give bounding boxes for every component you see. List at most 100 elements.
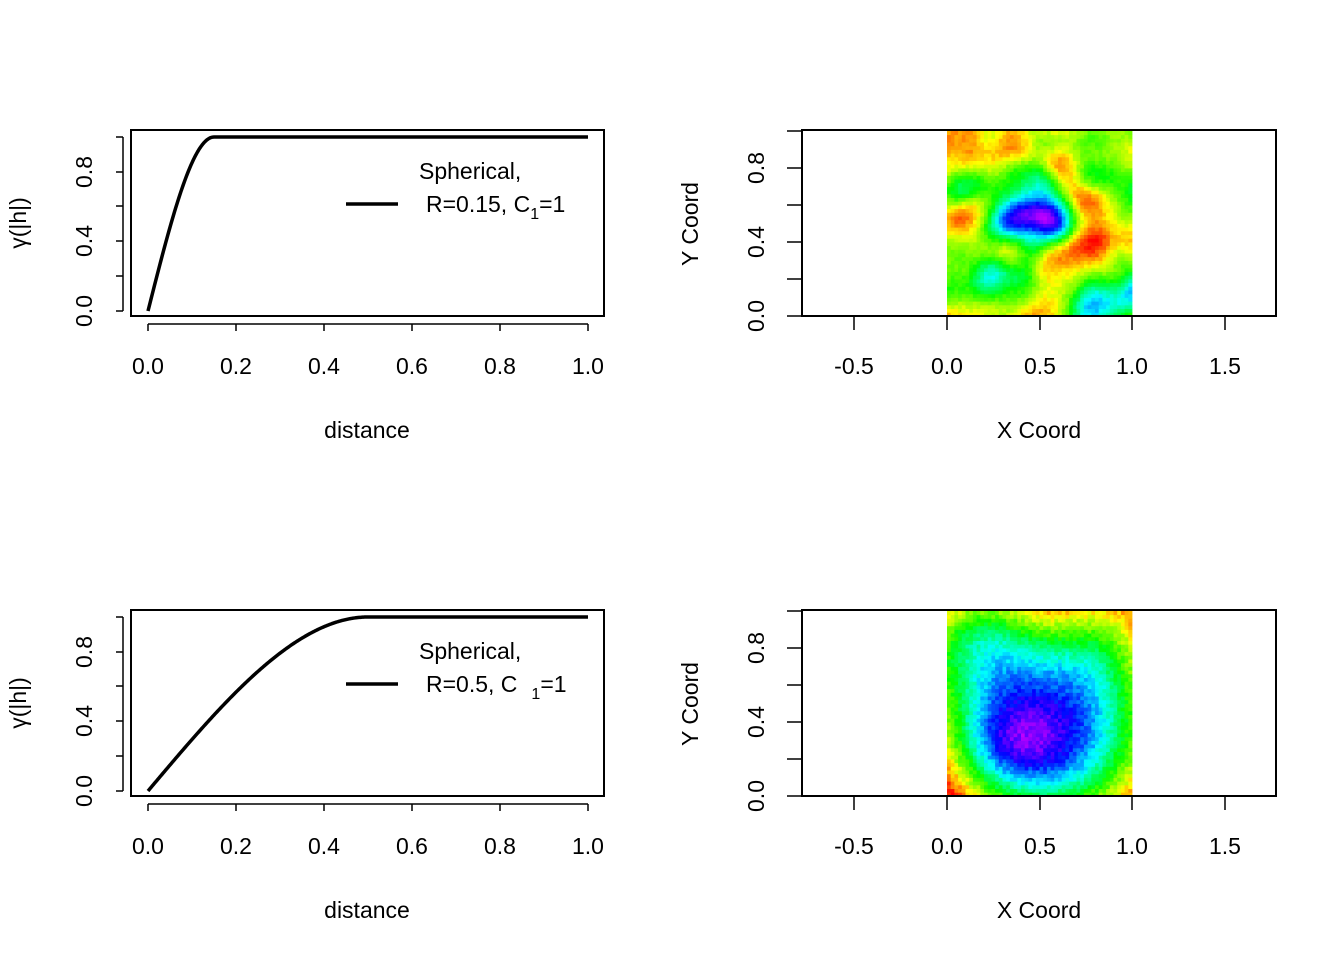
field-cell: [954, 179, 959, 184]
field-cell: [987, 171, 992, 176]
field-cell: [961, 245, 966, 250]
field-cell: [1069, 729, 1074, 734]
field-cell: [998, 164, 1003, 169]
field-cell: [1017, 666, 1022, 671]
field-cell: [1095, 201, 1100, 206]
field-cell: [1120, 223, 1125, 228]
field-cell: [1024, 230, 1029, 235]
field-cell: [1017, 145, 1022, 150]
field-cell: [1072, 703, 1077, 708]
field-cell: [1046, 297, 1051, 302]
field-cell: [1076, 134, 1081, 139]
field-cell: [965, 736, 970, 741]
field-cell: [1032, 692, 1037, 697]
field-cell: [958, 633, 963, 638]
field-cell: [1069, 725, 1074, 730]
field-cell: [1072, 153, 1077, 158]
field-cell: [1120, 312, 1125, 317]
field-cell: [984, 186, 989, 191]
field-cell: [1013, 759, 1018, 764]
field-cell: [961, 740, 966, 745]
field-cell: [950, 751, 955, 756]
field-cell: [961, 710, 966, 715]
field-cell: [980, 725, 985, 730]
field-cell: [1002, 271, 1007, 276]
field-cell: [1080, 156, 1085, 161]
field-cell: [1043, 762, 1048, 767]
field-cell: [1102, 722, 1107, 727]
field-cell: [1098, 651, 1103, 656]
field-cell: [976, 699, 981, 704]
field-cell: [1120, 145, 1125, 150]
field-cell: [1035, 219, 1040, 224]
field-cell: [1009, 234, 1014, 239]
field-cell: [1058, 640, 1063, 645]
field-cell: [1109, 260, 1114, 265]
field-cell: [1017, 733, 1022, 738]
field-cell: [984, 205, 989, 210]
field-cell: [1028, 208, 1033, 213]
field-cell: [980, 267, 985, 272]
field-cell: [1061, 751, 1066, 756]
field-cell: [969, 651, 974, 656]
field-cell: [976, 168, 981, 173]
field-cell: [998, 636, 1003, 641]
field-cell: [965, 256, 970, 261]
field-cell: [1039, 304, 1044, 309]
field-cell: [995, 788, 1000, 793]
field-cell: [1083, 618, 1088, 623]
field-cell: [969, 264, 974, 269]
field-cell: [1106, 205, 1111, 210]
field-cell: [1091, 171, 1096, 176]
field-cell: [1106, 685, 1111, 690]
field-cell: [995, 636, 1000, 641]
field-cell: [1021, 662, 1026, 667]
field-cell: [1083, 312, 1088, 317]
field-cell: [1117, 190, 1122, 195]
field-cell: [1061, 160, 1066, 165]
field-cell: [1009, 290, 1014, 295]
field-cell: [1054, 201, 1059, 206]
field-cell: [954, 677, 959, 682]
field-cell: [1087, 673, 1092, 678]
field-cell: [1024, 614, 1029, 619]
field-cell: [1069, 134, 1074, 139]
field-cell: [1017, 644, 1022, 649]
field-cell: [998, 264, 1003, 269]
field-cell: [1043, 149, 1048, 154]
field-cell: [1043, 242, 1048, 247]
field-cell: [1035, 784, 1040, 789]
field-cell: [980, 777, 985, 782]
field-cell: [1083, 710, 1088, 715]
field-cell: [950, 279, 955, 284]
field-cell: [947, 703, 952, 708]
field-cell: [1021, 208, 1026, 213]
field-cell: [1054, 142, 1059, 147]
field-cell: [972, 197, 977, 202]
field-cell: [995, 293, 1000, 298]
field-cell: [1124, 312, 1129, 317]
field-cell: [1098, 655, 1103, 660]
field-cell: [972, 696, 977, 701]
field-cell: [1054, 182, 1059, 187]
x-tick-label: 0.0: [132, 833, 164, 859]
field-cell: [972, 762, 977, 767]
field-cell: [1117, 153, 1122, 158]
field-cell: [1017, 670, 1022, 675]
field-cell: [947, 212, 952, 217]
field-cell: [1065, 230, 1070, 235]
field-cell: [1098, 190, 1103, 195]
field-cell: [1002, 312, 1007, 317]
field-cell: [1021, 722, 1026, 727]
field-cell: [1091, 755, 1096, 760]
field-cell: [1009, 212, 1014, 217]
field-cell: [1106, 297, 1111, 302]
field-cell: [1039, 293, 1044, 298]
field-cell: [1065, 788, 1070, 793]
field-cell: [1069, 156, 1074, 161]
field-cell: [954, 197, 959, 202]
field-cell: [958, 781, 963, 786]
field-cell: [1024, 275, 1029, 280]
field-cell: [1009, 633, 1014, 638]
field-cell: [965, 286, 970, 291]
